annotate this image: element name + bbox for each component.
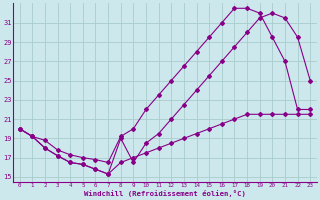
X-axis label: Windchill (Refroidissement éolien,°C): Windchill (Refroidissement éolien,°C) [84,190,246,197]
